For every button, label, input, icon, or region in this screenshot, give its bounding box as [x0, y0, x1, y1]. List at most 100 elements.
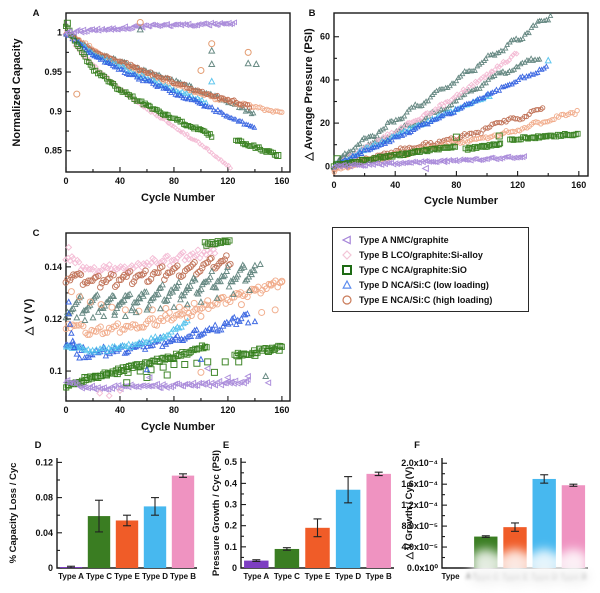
type-a-marker-icon — [341, 234, 351, 245]
x-axis-title: Cycle Number — [424, 195, 499, 207]
y-tick-label: 0.1 — [224, 542, 237, 552]
y-tick-label: 40 — [320, 75, 330, 85]
bar-type-d — [143, 506, 167, 568]
panel-a-normalized-capacity-chart: 0.85 0.9 0.95 1 0 40 80 120 160 Cycle Number Norma… — [11, 8, 291, 204]
x-tick-label: A — [466, 572, 472, 581]
y-tick-label: 0.5 — [224, 457, 237, 467]
tri-icon — [342, 279, 352, 289]
y-tick-label: 0.12 — [35, 457, 53, 467]
error-bar — [569, 483, 578, 487]
x-tick-label: Type A — [243, 572, 269, 581]
x-tick-label: Type C — [86, 572, 112, 581]
bar-type-e — [115, 520, 139, 568]
y-tick-label: 20 — [320, 118, 330, 128]
series-teal — [62, 261, 258, 321]
y-tick-label: 0.85 — [44, 146, 62, 156]
panel-b-pressure-chart: 0 20 40 60 0 40 80 120 160 Cycle Number △ Average … — [303, 8, 589, 207]
x-axis-title: Cycle Number — [141, 421, 216, 433]
panel-letter: B — [309, 8, 316, 19]
legend-item-type-a: Type A NMC/graphite — [339, 232, 522, 247]
bars — [59, 473, 195, 569]
outlier-points — [65, 243, 124, 400]
y-tick-label: 0.95 — [44, 67, 62, 77]
outlier-points — [421, 157, 448, 173]
y-tick-label: 1.6x10⁻⁴ — [401, 479, 438, 489]
outlier-points — [65, 298, 259, 373]
bar-type-c — [87, 516, 111, 568]
panel-letter: E — [223, 440, 229, 451]
x-tick-label: 160 — [274, 176, 289, 186]
x-tick-label: Type E — [305, 572, 331, 581]
y-axis-title: △ V (V) — [23, 298, 35, 336]
plot-border — [65, 12, 291, 173]
plot-border — [65, 232, 291, 402]
series-type-c — [63, 23, 280, 158]
error-bar — [344, 476, 353, 504]
y-tick-label: 0.1 — [49, 366, 62, 376]
outlier-points — [81, 346, 283, 387]
error-bar — [313, 518, 322, 538]
error-bar — [151, 497, 159, 516]
bar-type-b — [171, 475, 195, 568]
outlier-points — [136, 25, 260, 67]
x-tick-label: Type D — [335, 572, 361, 581]
bars — [244, 471, 391, 568]
blur-overlay — [468, 549, 591, 585]
outlier-points — [73, 19, 252, 98]
x-axis-title: Cycle Number — [141, 192, 216, 204]
x-tick-label: 40 — [115, 405, 125, 415]
panel-letter: F — [414, 440, 420, 451]
x-tick-label: 0 — [63, 405, 68, 415]
y-tick-label: 0 — [232, 563, 237, 573]
error-bar — [481, 535, 490, 538]
x-tick-label: 160 — [274, 405, 289, 415]
x-tick-label: 40 — [115, 176, 125, 186]
axis-ticks — [57, 461, 62, 569]
error-bar — [374, 471, 383, 477]
axis-ticks — [241, 461, 246, 569]
tri-left-icon — [341, 234, 351, 245]
y-axis-title: Normalized Capacity — [11, 38, 23, 147]
y-tick-label: 0.2 — [224, 521, 237, 531]
axis-ticks — [442, 462, 447, 569]
y-tick-label: 60 — [320, 32, 330, 42]
bar-type-a — [244, 560, 269, 568]
plot-border — [333, 12, 589, 177]
x-tick-label: 80 — [451, 180, 461, 190]
y-tick-label: 0.12 — [44, 314, 62, 324]
error-bar — [179, 473, 187, 478]
legend-label: Type C NCA/graphite:SiO — [359, 264, 467, 275]
type-b-marker-icon — [342, 249, 352, 260]
legend-label: Type E NCA/Si:C (high loading) — [359, 294, 493, 305]
outlier-points — [67, 277, 286, 376]
outlier-points — [208, 77, 216, 85]
outlier-points — [333, 132, 503, 163]
type-d-marker-icon — [342, 279, 352, 289]
legend-item-type-c: Type C NCA/graphite:SiO — [339, 262, 522, 277]
error-bar — [123, 514, 131, 527]
x-tick-label: 40 — [390, 180, 400, 190]
legend-item-type-b: Type B LCO/graphite:Si-alloy — [339, 247, 522, 262]
legend-label: Type D NCA/Si:C (low loading) — [359, 279, 489, 290]
x-tick-label: 160 — [571, 180, 586, 190]
series-type-a — [62, 19, 238, 38]
bar-type-d — [532, 478, 556, 568]
error-bar — [282, 547, 291, 551]
bar-type-c — [274, 548, 300, 568]
x-tick-label: Type B — [366, 572, 392, 581]
panel-f-voltage-growth-bars: 0.0x10⁰ 4.0x10⁻⁵ 8.0x10⁻⁵ 1.2x10⁻⁴ 1.6x10⁻⁴ 2… — [401, 440, 591, 585]
bar-type-b — [561, 485, 586, 568]
x-tick-label: 120 — [510, 180, 525, 190]
x-tick-label: 120 — [220, 405, 235, 415]
y-tick-label: 8.0x10⁻⁵ — [401, 521, 438, 531]
error-bar — [511, 522, 519, 532]
x-tick-label: Type B — [170, 572, 196, 581]
outlier-points — [63, 19, 282, 159]
legend: Type A NMC/graphite Type B LCO/graphite:… — [332, 227, 529, 312]
x-tick-label: 80 — [169, 405, 179, 415]
y-tick-label: 0.04 — [35, 528, 53, 538]
y-tick-label: 2.0x10⁻⁴ — [401, 458, 438, 468]
error-bar — [67, 565, 75, 569]
